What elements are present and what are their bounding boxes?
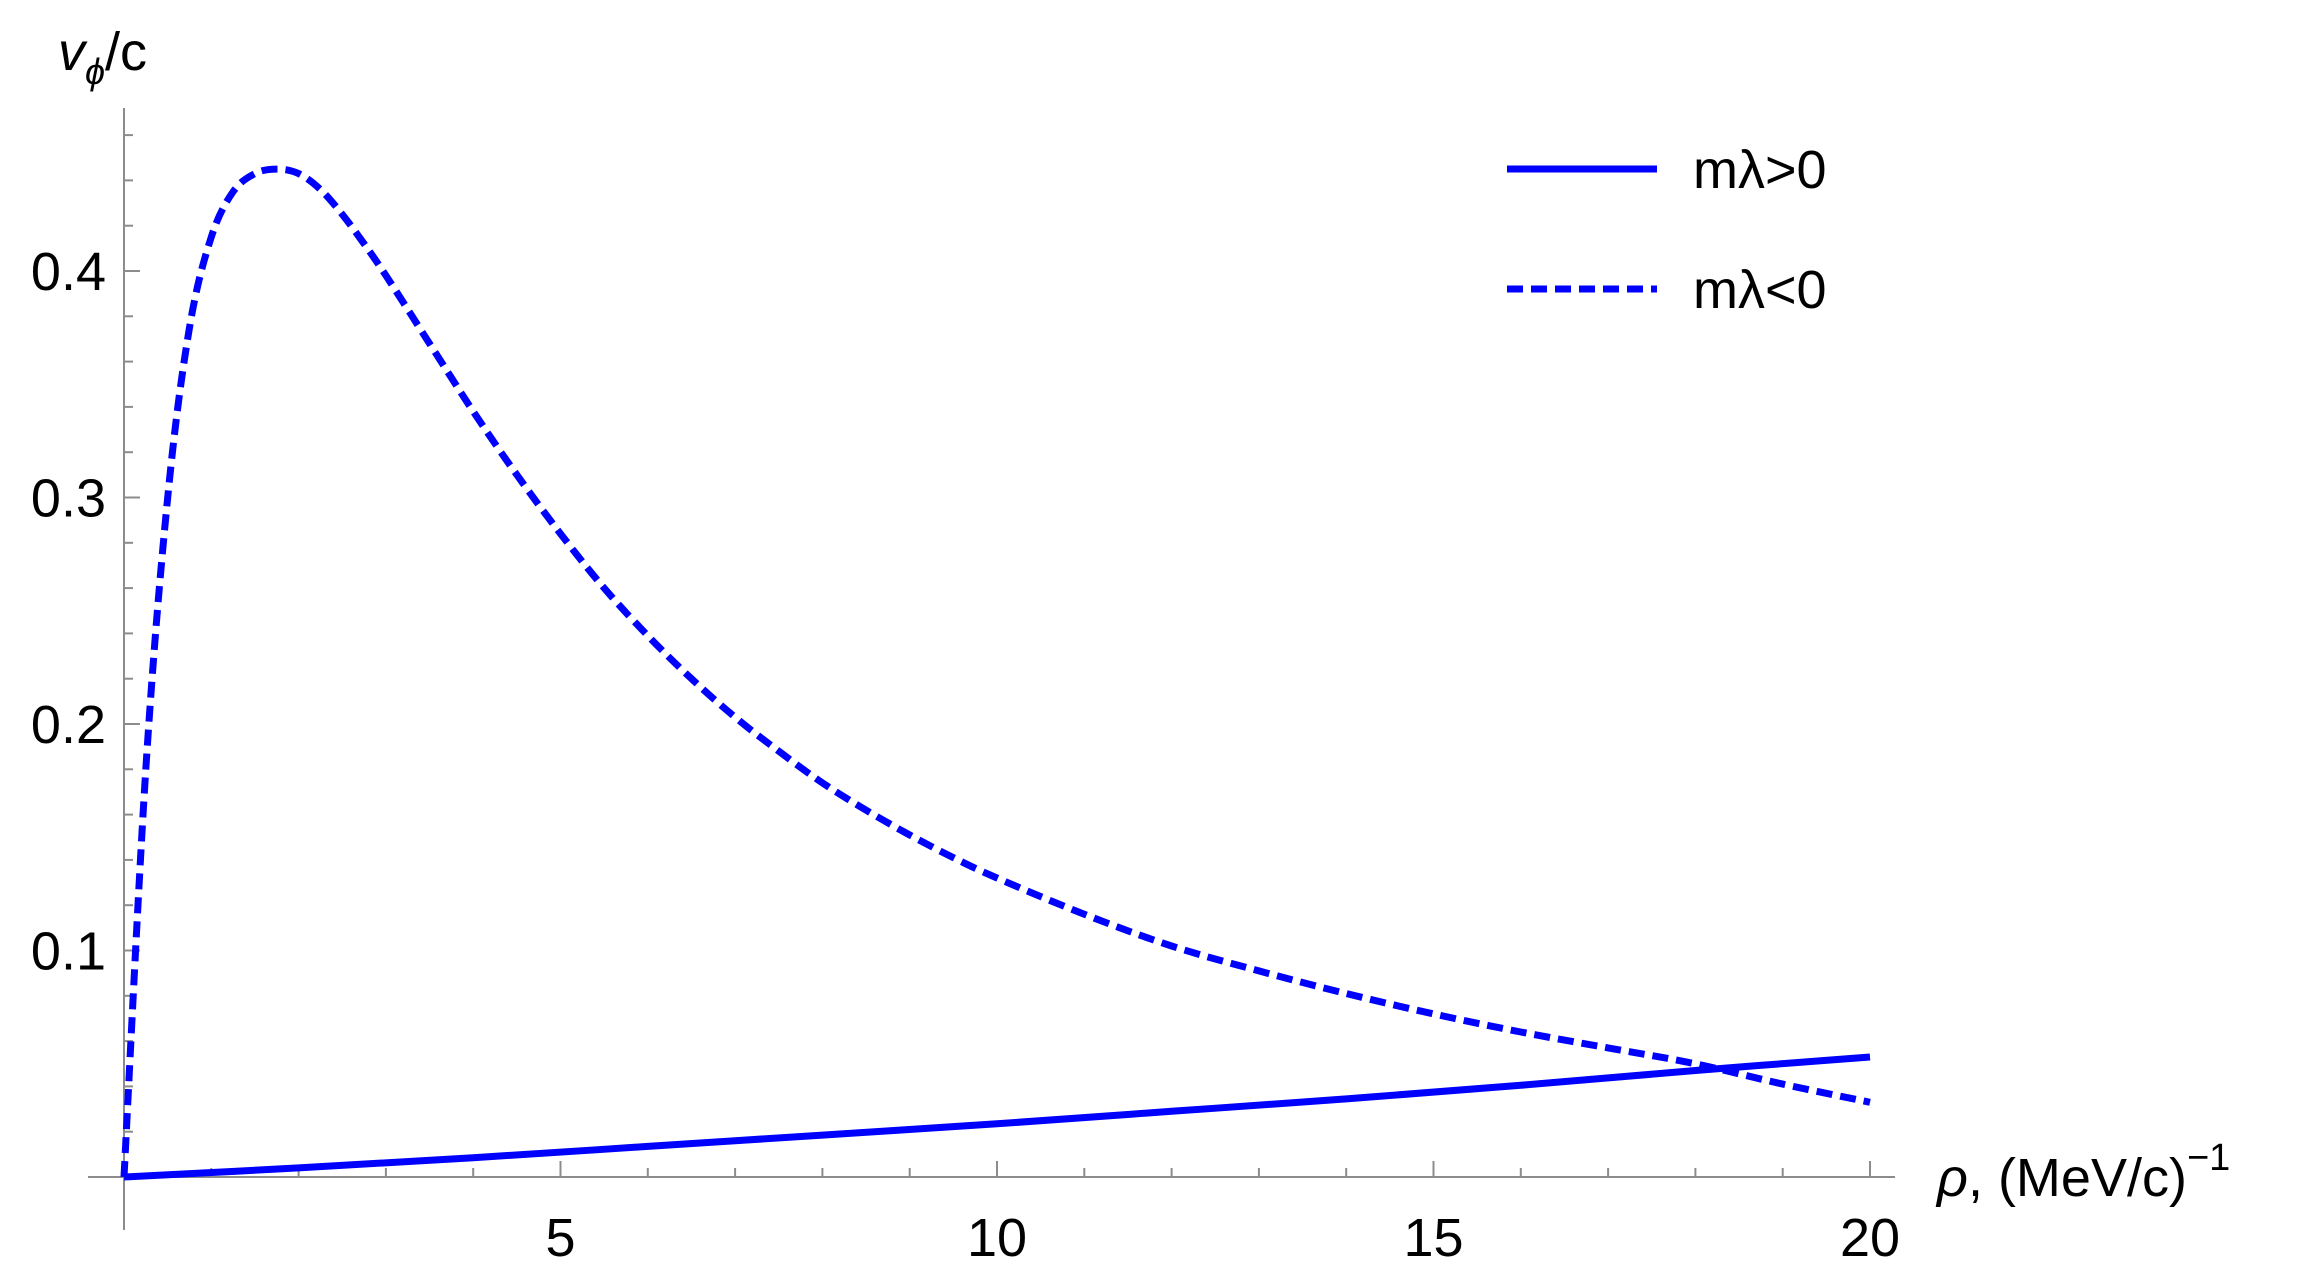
x-axis-label-rho: ρ: [1935, 1148, 1968, 1208]
y-tick-label: 0.2: [31, 695, 106, 755]
axes: [88, 108, 1895, 1230]
x-axis-label: ρ, (MeV/c)−1: [1935, 1137, 2230, 1208]
ticks: 5 10 15 20 0.1 0.2 0.3 0.4: [31, 134, 1900, 1268]
x-tick-label: 5: [545, 1208, 575, 1268]
y-tick-label: 0.1: [31, 922, 106, 982]
series-group: [120, 165, 1871, 1181]
x-tick-label: 20: [1840, 1208, 1900, 1268]
y-axis-label: vϕ/c: [58, 22, 147, 92]
y-tick-label: 0.3: [31, 469, 106, 529]
x-axis-label-exponent: −1: [2187, 1137, 2230, 1179]
y-axis-label-subscript: ϕ: [85, 51, 105, 92]
y-tick-label: 0.4: [31, 242, 106, 302]
y-axis-label-unit: /c: [105, 22, 147, 82]
legend: mλ>0 mλ<0: [1507, 140, 1827, 320]
x-axis-label-unit: , (MeV/c): [1968, 1148, 2187, 1208]
legend-label-mlambda-neg: mλ<0: [1693, 260, 1827, 320]
series-line-mlambda-negative: [120, 165, 1871, 1178]
x-tick-label: 10: [967, 1208, 1027, 1268]
x-tick-label: 15: [1403, 1208, 1463, 1268]
series-line-mlambda-positive: [123, 1053, 1871, 1181]
y-axis-label-v: v: [58, 22, 88, 82]
legend-label-mlambda-pos: mλ>0: [1693, 140, 1827, 200]
